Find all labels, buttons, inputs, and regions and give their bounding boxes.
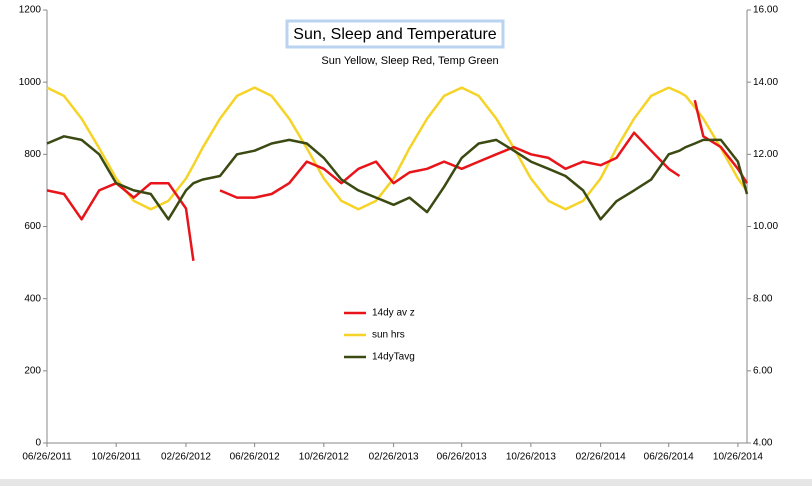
bottom-bar	[0, 479, 812, 486]
x-tick-label: 10/26/2011	[92, 452, 142, 463]
x-tick-label: 06/26/2012	[230, 452, 280, 463]
y-tick-label: 800	[24, 149, 41, 160]
y2-tick-label: 16.00	[753, 5, 778, 16]
x-tick-label: 06/26/2013	[437, 452, 487, 463]
legend-label: 14dy av z	[372, 308, 415, 319]
y2-tick-label: 14.00	[753, 77, 778, 88]
legend-label: 14dyTavg	[372, 352, 415, 363]
y-tick-label: 1000	[19, 77, 42, 88]
y-tick-label: 400	[24, 293, 41, 304]
y2-tick-label: 12.00	[753, 149, 778, 160]
x-tick-label: 06/26/2014	[644, 452, 694, 463]
series-line	[46, 86, 749, 211]
y-tick-label: 1200	[19, 5, 42, 16]
chart-subtitle: Sun Yellow, Sleep Red, Temp Green	[321, 55, 498, 67]
x-tick-label: 02/26/2014	[576, 452, 626, 463]
x-tick-label: 10/26/2012	[299, 452, 349, 463]
y2-tick-label: 6.00	[753, 365, 773, 376]
y-tick-label: 600	[24, 221, 41, 232]
x-tick-label: 10/26/2014	[713, 452, 763, 463]
y-tick-label: 0	[35, 438, 41, 449]
title-box	[285, 19, 505, 49]
x-tick-label: 06/26/2011	[22, 452, 72, 463]
x-tick-label: 02/26/2013	[369, 452, 419, 463]
x-tick-label: 10/26/2013	[506, 452, 556, 463]
chart-title: Sun, Sleep and Temperature	[293, 26, 497, 43]
y2-tick-label: 4.00	[753, 438, 773, 449]
series-line	[46, 99, 749, 261]
legend-label: sun hrs	[372, 330, 405, 341]
x-tick-label: 02/26/2012	[161, 452, 211, 463]
series-line	[46, 135, 749, 221]
y-tick-label: 200	[24, 365, 41, 376]
y2-tick-label: 10.00	[753, 221, 778, 232]
y2-tick-label: 8.00	[753, 293, 773, 304]
